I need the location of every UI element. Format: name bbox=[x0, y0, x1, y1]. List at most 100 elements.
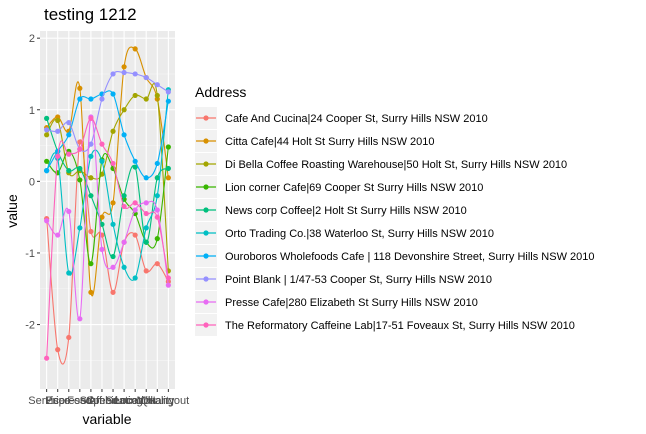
data-point bbox=[88, 228, 94, 235]
data-point bbox=[110, 221, 116, 227]
series-9 bbox=[44, 114, 171, 322]
data-point bbox=[143, 225, 149, 231]
data-point bbox=[121, 264, 127, 270]
data-point bbox=[99, 141, 105, 147]
data-point bbox=[110, 289, 116, 295]
x-tick-label: Quality bbox=[140, 395, 175, 407]
data-point bbox=[55, 153, 61, 159]
data-point bbox=[77, 146, 83, 152]
x-tick-label: Ambience bbox=[89, 395, 138, 407]
legend-label: Point Blank | 1/47-53 Cooper St, Surry H… bbox=[225, 274, 492, 286]
y-axis-title: value bbox=[4, 194, 20, 228]
data-point bbox=[55, 117, 61, 124]
legend-label: Presse Cafe|280 Elizabeth St Surry Hills… bbox=[225, 297, 478, 309]
legend-item: Di Bella Coffee Roasting Warehouse|50 Ho… bbox=[195, 153, 567, 175]
y-tick-label: 0 bbox=[29, 176, 35, 188]
data-point bbox=[143, 210, 149, 217]
data-point bbox=[66, 270, 72, 276]
x-tick-label: Hangout bbox=[148, 395, 190, 407]
data-point bbox=[44, 355, 50, 361]
data-point bbox=[165, 175, 171, 181]
data-point bbox=[143, 74, 149, 81]
data-point bbox=[121, 203, 127, 210]
legend-key-point bbox=[203, 138, 209, 144]
x-tick-label: Location bbox=[114, 395, 156, 407]
legend-key-point bbox=[203, 184, 209, 190]
y-tick-label: 1 bbox=[29, 105, 35, 117]
data-point bbox=[132, 92, 138, 99]
data-point bbox=[44, 158, 50, 164]
data-point bbox=[44, 127, 50, 133]
data-point bbox=[66, 151, 72, 157]
data-point bbox=[55, 114, 61, 120]
data-point bbox=[110, 128, 116, 134]
series-10 bbox=[44, 115, 171, 361]
data-point bbox=[154, 175, 160, 181]
data-point bbox=[121, 193, 127, 199]
data-point bbox=[77, 85, 83, 91]
data-point bbox=[77, 165, 83, 172]
chart-title: testing 1212 bbox=[44, 5, 137, 24]
data-point bbox=[55, 128, 61, 134]
data-point bbox=[44, 168, 50, 174]
legend-item: Point Blank | 1/47-53 Cooper St, Surry H… bbox=[195, 268, 492, 290]
data-point bbox=[88, 175, 94, 181]
data-point bbox=[55, 347, 61, 353]
data-point bbox=[143, 268, 149, 274]
data-point bbox=[110, 200, 116, 206]
data-point bbox=[66, 208, 72, 215]
data-point bbox=[44, 115, 50, 121]
data-point bbox=[99, 158, 105, 164]
legend-label: Ouroboros Wholefoods Cafe | 118 Devonshi… bbox=[225, 251, 594, 263]
series-5 bbox=[44, 115, 171, 260]
legend-label: Orto Trading Co.|38 Waterloo St, Surry H… bbox=[225, 228, 494, 240]
data-point bbox=[143, 96, 149, 102]
legend-key-point bbox=[203, 207, 209, 213]
x-axis: ServicePriceEspressoFoodStaffSpeedAmbien… bbox=[28, 389, 189, 407]
legend-item: Ouroboros Wholefoods Cafe | 118 Devonshi… bbox=[195, 245, 594, 267]
data-point bbox=[132, 46, 138, 52]
data-point bbox=[132, 275, 138, 281]
data-point bbox=[88, 115, 94, 121]
data-point bbox=[55, 232, 61, 238]
series-7 bbox=[44, 90, 171, 181]
data-point bbox=[77, 225, 83, 231]
legend-item: Presse Cafe|280 Elizabeth St Surry Hills… bbox=[195, 291, 478, 313]
y-axis: -2 -1 0 1 2 bbox=[25, 33, 40, 332]
legend-label: The Reformatory Caffeine Lab|17-51 Fovea… bbox=[225, 320, 575, 332]
data-point bbox=[154, 207, 160, 213]
legend-title: Address bbox=[195, 84, 246, 100]
data-point bbox=[77, 96, 83, 102]
data-point bbox=[99, 214, 105, 220]
legend-item: News corp Coffee|2 Holt St Surry Hills N… bbox=[195, 199, 467, 221]
grid-layer bbox=[40, 31, 175, 389]
series-layer bbox=[44, 46, 171, 365]
data-point bbox=[165, 98, 171, 104]
data-point bbox=[121, 64, 127, 70]
data-point bbox=[88, 289, 94, 295]
data-point bbox=[132, 164, 138, 170]
data-point bbox=[143, 239, 149, 245]
data-point bbox=[132, 200, 138, 206]
legend-item: Orto Trading Co.|38 Waterloo St, Surry H… bbox=[195, 222, 494, 244]
legend-key-point bbox=[203, 299, 209, 305]
legend-key-point bbox=[203, 322, 209, 328]
data-point bbox=[143, 175, 149, 181]
legend-item: Cafe And Cucina|24 Cooper St, Surry Hill… bbox=[195, 107, 488, 129]
data-point bbox=[154, 261, 160, 267]
x-tick-label: Speed bbox=[86, 395, 118, 407]
data-point bbox=[132, 207, 138, 213]
data-point bbox=[110, 160, 116, 167]
data-point bbox=[121, 69, 127, 76]
x-tick-label: Price bbox=[45, 395, 70, 407]
data-point bbox=[121, 239, 127, 245]
data-point bbox=[44, 132, 50, 138]
legend-key-point bbox=[203, 253, 209, 259]
data-point bbox=[77, 139, 83, 145]
data-point bbox=[110, 71, 116, 77]
legend-label: News corp Coffee|2 Holt St Surry Hills N… bbox=[225, 205, 467, 217]
data-point bbox=[110, 264, 116, 270]
data-point bbox=[44, 218, 50, 224]
legend-item: Citta Cafe|44 Holt St Surry Hills NSW 20… bbox=[195, 130, 434, 152]
